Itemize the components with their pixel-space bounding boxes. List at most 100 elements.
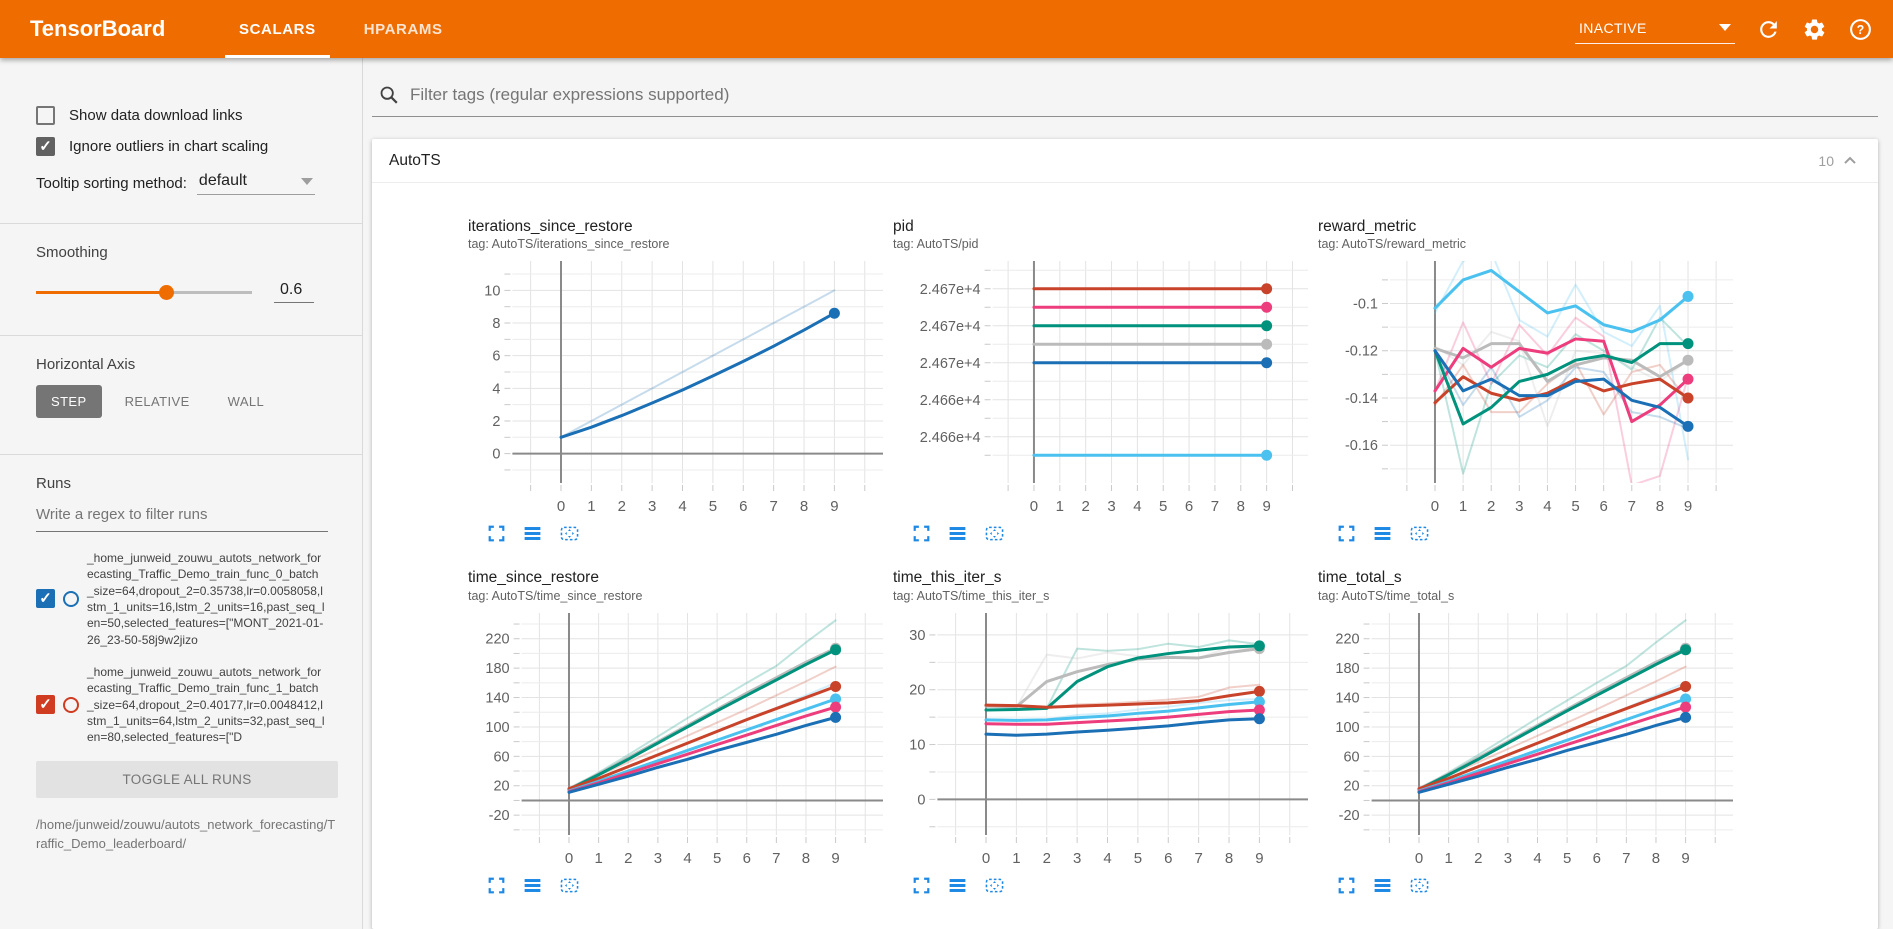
svg-text:20: 20 (1343, 778, 1359, 794)
runs-filter-input[interactable] (36, 500, 328, 532)
reward_metric-plot[interactable]: -0.16 -0.14 -0.12 -0.1 0 1 2 3 4 5 6 7 8 9 (1318, 253, 1743, 521)
show-download-links-checkbox[interactable] (36, 106, 55, 125)
chart-title: pid (893, 218, 914, 235)
ignore-outliers-label: Ignore outliers in chart scaling (69, 138, 269, 155)
svg-text:3: 3 (654, 850, 662, 867)
svg-text:4: 4 (1543, 498, 1551, 515)
time_total_s-plot[interactable]: -20 20 60 100 140 180 220 0 1 2 3 4 5 6 7 8 9 (1318, 605, 1743, 873)
axis-relative-button[interactable]: RELATIVE (124, 394, 190, 409)
smoothing-label: Smoothing (36, 244, 108, 261)
svg-text:0: 0 (1431, 498, 1439, 515)
fullscreen-icon[interactable] (486, 523, 507, 544)
time_since_restore-plot[interactable]: -20 20 60 100 140 180 220 0 1 2 3 4 5 6 7 8 9 (468, 605, 893, 873)
chevron-up-icon[interactable] (1840, 151, 1860, 171)
chart-pid: pid tag: AutoTS/pid 2.466e+4 2.466e+4 2.467e… (893, 217, 1318, 544)
tooltip-sorting-select[interactable]: default (196, 172, 315, 195)
chevron-down-icon (1719, 24, 1731, 31)
slider-thumb[interactable] (158, 285, 174, 300)
run-checkbox[interactable]: ✓ (36, 589, 55, 609)
fit-domain-icon[interactable] (1408, 523, 1431, 544)
runs-menu-icon[interactable] (1372, 523, 1393, 544)
settings-icon[interactable] (1791, 0, 1837, 58)
section-title: AutoTS (389, 151, 441, 169)
chart-tag: tag: AutoTS/pid (893, 237, 979, 252)
tag-filter-input[interactable] (410, 85, 1874, 105)
header-tabs: SCALARS HPARAMS (215, 0, 467, 58)
fit-domain-icon[interactable] (558, 523, 581, 544)
axis-step-button[interactable]: STEP (36, 385, 102, 418)
svg-text:5: 5 (1134, 850, 1142, 867)
svg-text:10: 10 (909, 737, 925, 753)
runs-menu-icon[interactable] (522, 875, 543, 896)
svg-text:2: 2 (492, 414, 500, 430)
svg-text:20: 20 (909, 682, 925, 698)
refresh-icon[interactable] (1745, 0, 1791, 58)
runs-menu-icon[interactable] (947, 523, 968, 544)
show-download-links-checkbox-row[interactable]: Show data download links (36, 106, 338, 125)
fullscreen-icon[interactable] (486, 875, 507, 896)
section-header-right: 10 (1818, 151, 1860, 171)
toggle-all-runs-button[interactable]: TOGGLE ALL RUNS (36, 761, 338, 799)
fit-domain-icon[interactable] (558, 875, 581, 896)
toolbar-spacer (467, 0, 1575, 58)
help-icon[interactable]: ? (1837, 0, 1883, 58)
ignore-outliers-checkbox-row[interactable]: ✓ Ignore outliers in chart scaling (36, 137, 338, 156)
pid-plot[interactable]: 2.466e+4 2.466e+4 2.467e+4 2.467e+4 2.467e+4… (893, 253, 1318, 521)
fit-domain-icon[interactable] (983, 523, 1006, 544)
charts-grid: iterations_since_restore tag: AutoTS/iter… (372, 183, 1878, 896)
run-solo-radio[interactable] (63, 590, 79, 607)
svg-text:-0.14: -0.14 (1345, 391, 1378, 407)
run-label[interactable]: _home_junweid_zouwu_autots_network_forec… (87, 664, 325, 745)
svg-text:180: 180 (1335, 661, 1359, 677)
svg-text:8: 8 (1652, 850, 1660, 867)
fit-domain-icon[interactable] (1408, 875, 1431, 896)
runs-menu-icon[interactable] (947, 875, 968, 896)
svg-text:-20: -20 (489, 808, 510, 824)
svg-text:2: 2 (1474, 850, 1482, 867)
svg-text:3: 3 (1107, 498, 1115, 515)
fullscreen-icon[interactable] (911, 523, 932, 544)
fit-domain-icon[interactable] (983, 875, 1006, 896)
tag-filter-row (372, 84, 1878, 117)
horizontal-axis-label: Horizontal Axis (36, 356, 136, 373)
smoothing-value[interactable]: 0.6 (274, 281, 314, 303)
fullscreen-icon[interactable] (911, 875, 932, 896)
tab-hparams[interactable]: HPARAMS (340, 0, 467, 58)
fullscreen-icon[interactable] (1336, 875, 1357, 896)
status-dropdown[interactable]: INACTIVE (1575, 14, 1735, 44)
svg-text:220: 220 (485, 631, 509, 647)
ignore-outliers-checkbox[interactable]: ✓ (36, 137, 55, 156)
svg-text:100: 100 (1335, 720, 1359, 736)
run-label[interactable]: _home_junweid_zouwu_autots_network_forec… (87, 551, 325, 647)
chart-time_since_restore: time_since_restore tag: AutoTS/time_since… (468, 568, 893, 895)
smoothing-slider[interactable] (36, 284, 252, 300)
divider (0, 454, 362, 455)
divider (0, 335, 362, 336)
chart-footer-icons (893, 523, 1318, 544)
runs-label: Runs (36, 475, 72, 492)
horizontal-axis-buttons: STEP RELATIVE WALL (36, 385, 338, 418)
tab-scalars[interactable]: SCALARS (215, 0, 340, 58)
general-options-section: Show data download links ✓ Ignore outlie… (0, 88, 362, 217)
fullscreen-icon[interactable] (1336, 523, 1357, 544)
svg-text:7: 7 (769, 498, 777, 515)
run-checkbox[interactable]: ✓ (36, 695, 55, 715)
iterations_since_restore-plot[interactable]: 0 2 4 6 8 10 0 1 2 3 4 5 6 7 8 9 (468, 253, 893, 521)
svg-text:4: 4 (683, 850, 691, 867)
autots-section-header[interactable]: AutoTS 10 (372, 139, 1878, 183)
time_this_iter_s-plot[interactable]: 0 10 20 30 0 1 2 3 4 5 6 7 8 9 (893, 605, 1318, 873)
divider (0, 223, 362, 224)
svg-text:140: 140 (485, 690, 509, 706)
runs-menu-icon[interactable] (522, 523, 543, 544)
tooltip-sorting-label: Tooltip sorting method: (36, 175, 187, 192)
svg-text:-20: -20 (1339, 808, 1360, 824)
axis-wall-button[interactable]: WALL (227, 394, 265, 409)
run-controls: ✓ (36, 695, 79, 715)
run-solo-radio[interactable] (63, 696, 79, 713)
svg-text:100: 100 (485, 720, 509, 736)
svg-text:8: 8 (492, 316, 500, 332)
autots-section-card: AutoTS 10 iterations_since_restore tag: A… (372, 139, 1878, 929)
runs-menu-icon[interactable] (1372, 875, 1393, 896)
svg-text:6: 6 (1600, 498, 1608, 515)
